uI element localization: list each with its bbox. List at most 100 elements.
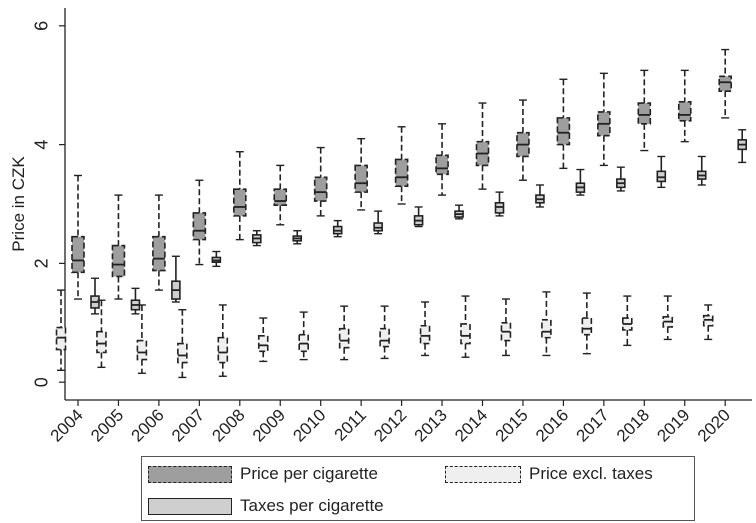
box (111, 244, 126, 278)
box-price-excl-taxes2014 (460, 295, 471, 358)
legend-label-tax: Taxes per cigarette (240, 496, 384, 515)
y-tick-label: 6 (32, 21, 52, 31)
box (313, 176, 328, 202)
box-price-per-cigarette2018 (637, 69, 652, 152)
box-price-excl-taxes2013 (419, 301, 431, 357)
box-price-excl-taxes2018 (621, 295, 633, 347)
x-tick-label: 2012 (370, 405, 410, 445)
box-taxes-per-cigarette2017 (616, 166, 626, 192)
box-price-excl-taxes2006 (136, 304, 148, 374)
box (71, 235, 85, 274)
box (338, 327, 350, 349)
x-tick-label: 2007 (168, 405, 208, 445)
box-price-excl-taxes2020 (702, 304, 714, 341)
box (136, 339, 148, 361)
legend: Price per cigarette Price excl. taxes Ta… (141, 456, 695, 521)
box-price-per-cigarette2007 (192, 179, 207, 266)
x-tick-label: 2017 (572, 405, 612, 445)
legend-label-excl: Price excl. taxes (529, 464, 653, 483)
box (354, 164, 368, 193)
box (257, 335, 269, 353)
box (637, 102, 652, 125)
box (379, 327, 390, 348)
box-taxes-per-cigarette2016 (575, 168, 586, 196)
box-price-per-cigarette2005 (111, 194, 126, 300)
box-taxes-per-cigarette2004 (90, 277, 100, 315)
box-price-excl-taxes2019 (662, 295, 674, 341)
box-taxes-per-cigarette2012 (413, 206, 424, 228)
box (541, 319, 552, 339)
box (273, 188, 288, 206)
x-tick-label: 2019 (653, 405, 693, 445)
box (152, 235, 166, 272)
y-tick-label: 2 (32, 258, 52, 268)
x-tick-label: 2005 (87, 405, 127, 445)
x-tick-label: 2013 (411, 405, 451, 445)
box-price-per-cigarette2016 (556, 78, 571, 170)
box-price-per-cigarette2015 (516, 99, 530, 181)
box-price-per-cigarette2009 (273, 164, 288, 226)
box-price-excl-taxes2004 (55, 289, 67, 372)
box-price-excl-taxes2012 (379, 305, 390, 360)
box-price-excl-taxes2011 (338, 305, 350, 361)
box-price-per-cigarette2010 (313, 146, 328, 217)
legend-swatch-tax (148, 497, 232, 515)
box-price-per-cigarette2013 (435, 123, 449, 196)
box (460, 323, 471, 345)
box-taxes-per-cigarette2005 (130, 287, 141, 315)
box-taxes-per-cigarette2014 (494, 191, 505, 217)
box-price-per-cigarette2008 (233, 151, 247, 241)
box-taxes-per-cigarette2019 (696, 155, 707, 186)
box-price-excl-taxes2016 (541, 291, 552, 357)
y-axis-title: Price in CZK (9, 156, 28, 252)
box (677, 101, 692, 122)
box (394, 158, 409, 187)
box-taxes-per-cigarette2007 (211, 250, 222, 268)
x-tick-label: 2018 (613, 405, 653, 445)
box-price-per-cigarette2004 (71, 174, 85, 300)
x-tick-label: 2016 (532, 405, 572, 445)
box (419, 324, 431, 345)
legend-item-price-excl-taxes: Price excl. taxes (445, 464, 653, 484)
box-taxes-per-cigarette2006 (171, 255, 181, 303)
box-taxes-per-cigarette2008 (252, 230, 262, 247)
box-price-per-cigarette2012 (394, 126, 409, 205)
x-tick-label: 2006 (128, 405, 168, 445)
legend-item-taxes-per-cigarette: Taxes per cigarette (148, 496, 384, 516)
box-price-excl-taxes2015 (500, 298, 512, 357)
box (96, 330, 107, 354)
box-price-excl-taxes2017 (581, 292, 593, 355)
box (192, 212, 207, 241)
box-taxes-per-cigarette2013 (454, 204, 464, 220)
box-price-excl-taxes2007 (177, 309, 188, 379)
box-taxes-per-cigarette2020 (737, 129, 748, 164)
legend-item-price-per-cigarette: Price per cigarette (148, 464, 378, 484)
box (177, 342, 188, 364)
box-price-per-cigarette2017 (597, 72, 611, 167)
box-taxes-per-cigarette2015 (535, 184, 545, 208)
x-tick-label: 2004 (47, 405, 87, 445)
box (581, 317, 593, 336)
box (556, 117, 571, 146)
x-tick-label: 2009 (249, 405, 289, 445)
box-price-per-cigarette2020 (718, 48, 733, 119)
box-price-excl-taxes2010 (298, 311, 310, 361)
y-tick-label: 0 (32, 377, 52, 387)
box (718, 75, 733, 92)
y-tick-label: 4 (32, 140, 52, 150)
box-price-per-cigarette2019 (677, 69, 692, 143)
x-tick-label: 2014 (451, 405, 491, 445)
box-taxes-per-cigarette2011 (373, 210, 383, 235)
box (435, 154, 449, 176)
x-tick-label: 2011 (331, 405, 370, 444)
x-tick-label: 2020 (694, 405, 734, 445)
box (217, 336, 229, 364)
box-taxes-per-cigarette2009 (292, 230, 303, 245)
box-price-excl-taxes2008 (217, 304, 229, 377)
x-tick-label: 2008 (208, 405, 248, 445)
legend-label-price: Price per cigarette (240, 464, 378, 483)
box-price-per-cigarette2006 (152, 194, 166, 291)
box-taxes-per-cigarette2010 (332, 219, 343, 238)
plot-area (55, 48, 748, 379)
